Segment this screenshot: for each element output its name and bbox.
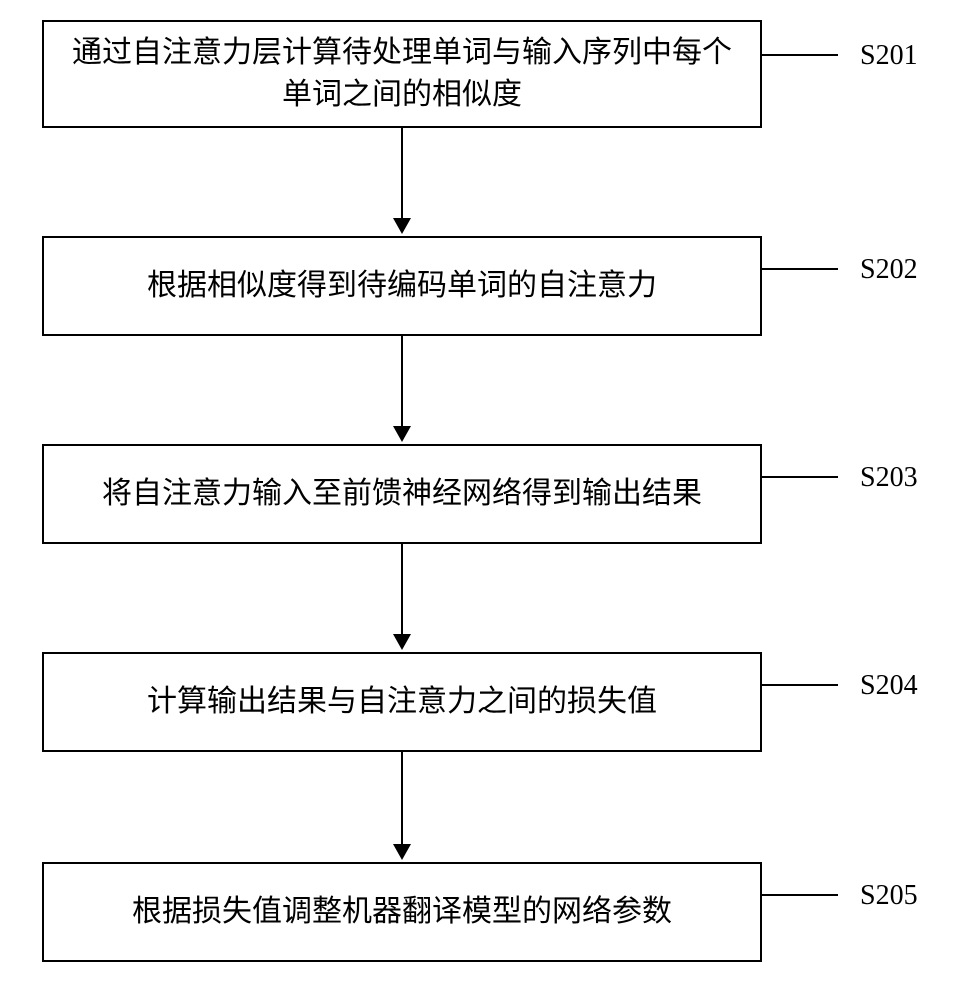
connector-2 — [762, 268, 838, 270]
flow-label-3: S203 — [860, 462, 918, 494]
flow-node-5: 根据损失值调整机器翻译模型的网络参数 — [42, 862, 762, 962]
flow-label-4: S204 — [860, 670, 918, 702]
flow-node-4-text: 计算输出结果与自注意力之间的损失值 — [147, 681, 657, 723]
flow-label-2: S202 — [860, 254, 918, 286]
flow-node-2: 根据相似度得到待编码单词的自注意力 — [42, 236, 762, 336]
flow-node-3: 将自注意力输入至前馈神经网络得到输出结果 — [42, 444, 762, 544]
flowchart-canvas: 通过自注意力层计算待处理单词与输入序列中每个单词之间的相似度 S201 根据相似… — [0, 0, 976, 1000]
connector-4 — [762, 684, 838, 686]
flow-node-1-text: 通过自注意力层计算待处理单词与输入序列中每个单词之间的相似度 — [64, 32, 740, 116]
flow-node-4: 计算输出结果与自注意力之间的损失值 — [42, 652, 762, 752]
flow-node-5-text: 根据损失值调整机器翻译模型的网络参数 — [132, 891, 672, 933]
connector-1 — [762, 54, 838, 56]
connector-3 — [762, 476, 838, 478]
flow-node-1: 通过自注意力层计算待处理单词与输入序列中每个单词之间的相似度 — [42, 20, 762, 128]
arrow-1-2-line — [401, 128, 403, 220]
arrow-4-5-head — [393, 844, 411, 860]
arrow-2-3-head — [393, 426, 411, 442]
arrow-3-4-head — [393, 634, 411, 650]
arrow-2-3-line — [401, 336, 403, 428]
flow-label-1: S201 — [860, 40, 918, 72]
flow-label-5: S205 — [860, 880, 918, 912]
flow-node-2-text: 根据相似度得到待编码单词的自注意力 — [147, 265, 657, 307]
arrow-4-5-line — [401, 752, 403, 846]
arrow-3-4-line — [401, 544, 403, 636]
connector-5 — [762, 894, 838, 896]
arrow-1-2-head — [393, 218, 411, 234]
flow-node-3-text: 将自注意力输入至前馈神经网络得到输出结果 — [102, 473, 702, 515]
